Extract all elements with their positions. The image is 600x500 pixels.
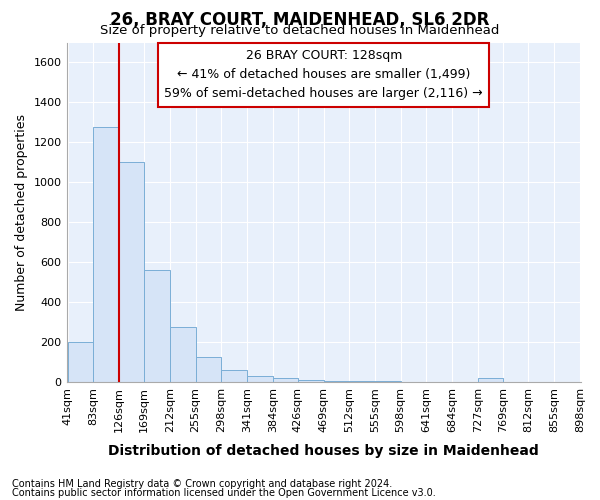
Text: 26, BRAY COURT, MAIDENHEAD, SL6 2DR: 26, BRAY COURT, MAIDENHEAD, SL6 2DR <box>110 11 490 29</box>
Text: Contains public sector information licensed under the Open Government Licence v3: Contains public sector information licen… <box>12 488 436 498</box>
Bar <box>298 380 323 382</box>
Bar <box>144 270 170 382</box>
Bar <box>170 328 196 382</box>
Bar <box>68 342 93 382</box>
Bar <box>119 162 144 382</box>
Text: Contains HM Land Registry data © Crown copyright and database right 2024.: Contains HM Land Registry data © Crown c… <box>12 479 392 489</box>
Bar <box>247 376 273 382</box>
Text: Size of property relative to detached houses in Maidenhead: Size of property relative to detached ho… <box>100 24 500 37</box>
Text: 26 BRAY COURT: 128sqm
← 41% of detached houses are smaller (1,499)
59% of semi-d: 26 BRAY COURT: 128sqm ← 41% of detached … <box>164 50 483 100</box>
Y-axis label: Number of detached properties: Number of detached properties <box>15 114 28 311</box>
Bar <box>478 378 503 382</box>
Bar <box>273 378 298 382</box>
Bar <box>93 128 119 382</box>
Bar <box>221 370 247 382</box>
X-axis label: Distribution of detached houses by size in Maidenhead: Distribution of detached houses by size … <box>109 444 539 458</box>
Bar <box>196 358 221 382</box>
